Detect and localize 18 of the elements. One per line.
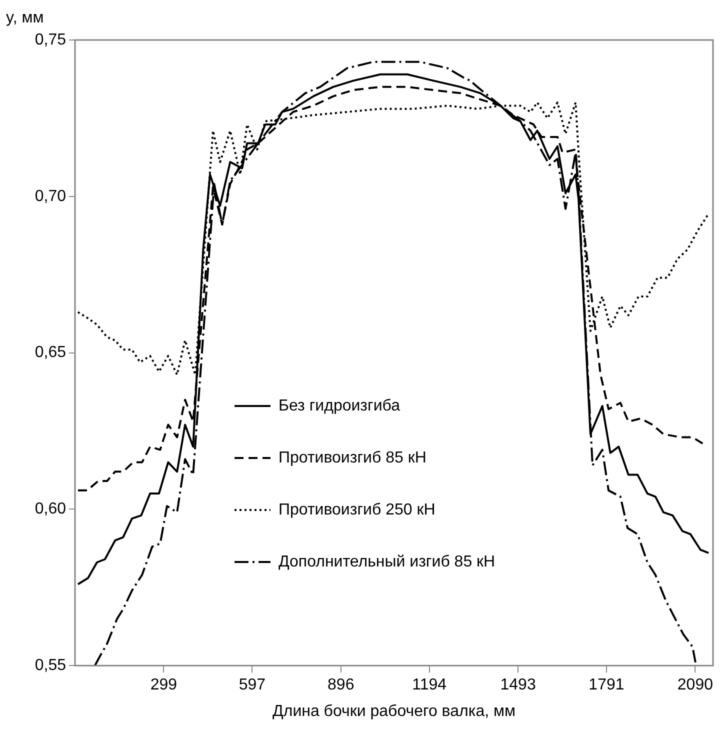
legend-label: Противоизгиб 250 кН <box>278 501 436 518</box>
x-tick-label: 299 <box>150 676 178 694</box>
y-tick-label: 0,55 <box>34 657 66 674</box>
legend-label: Дополнительный изгиб 85 кН <box>278 553 496 570</box>
legend-label: Без гидроизгиба <box>278 397 400 414</box>
y-tick-label: 0,70 <box>34 188 66 205</box>
x-tick-label: 597 <box>238 676 266 694</box>
x-tick-label: 1493 <box>500 676 536 694</box>
y-tick-label: 0,75 <box>34 31 66 48</box>
y-axis-title: y, мм <box>6 9 44 26</box>
x-axis-title: Длина бочки рабочего валка, мм <box>272 702 516 720</box>
x-tick-label: 1791 <box>588 676 624 694</box>
x-tick-label: 1194 <box>412 676 447 694</box>
x-tick-label: 2090 <box>677 676 714 694</box>
y-tick-label: 0,60 <box>34 500 66 518</box>
legend-label: Противоизгиб 85 кН <box>278 449 426 466</box>
x-tick-label: 896 <box>328 676 354 694</box>
y-tick-label: 0,65 <box>34 344 66 362</box>
